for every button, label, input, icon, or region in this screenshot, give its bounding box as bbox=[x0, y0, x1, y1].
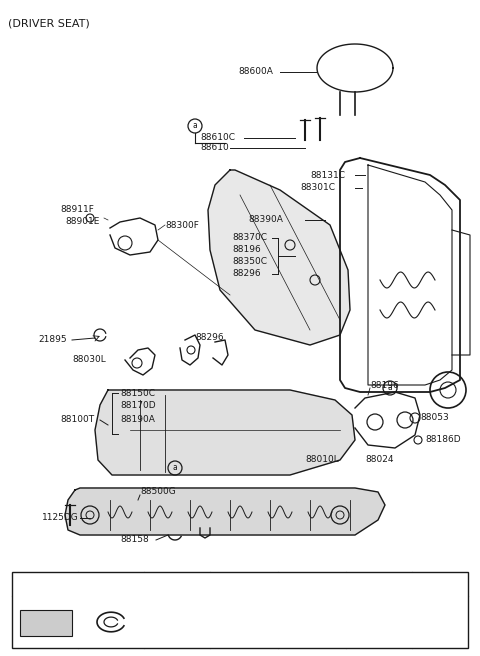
Text: 88370C: 88370C bbox=[232, 234, 267, 243]
Text: 88024: 88024 bbox=[365, 455, 394, 464]
Text: 88500G: 88500G bbox=[140, 487, 176, 497]
Text: 11403C: 11403C bbox=[159, 579, 194, 588]
Polygon shape bbox=[65, 488, 385, 535]
Text: 88300F: 88300F bbox=[165, 220, 199, 230]
Text: 88610C: 88610C bbox=[200, 134, 235, 142]
Text: 88301C: 88301C bbox=[300, 184, 335, 192]
Text: 88186D: 88186D bbox=[425, 436, 461, 445]
Text: 88053: 88053 bbox=[420, 413, 449, 422]
Text: 88158: 88158 bbox=[120, 535, 149, 544]
Text: 1362NE: 1362NE bbox=[422, 579, 457, 588]
Text: a: a bbox=[25, 581, 29, 587]
Text: 88390A: 88390A bbox=[248, 216, 283, 224]
Text: 88030L: 88030L bbox=[72, 356, 106, 365]
Text: 00824: 00824 bbox=[38, 579, 67, 588]
Text: 88350C: 88350C bbox=[232, 258, 267, 266]
Text: 1249BD: 1249BD bbox=[294, 579, 330, 588]
Text: 21895: 21895 bbox=[38, 335, 67, 344]
Text: 1799JC: 1799JC bbox=[95, 579, 127, 588]
Text: (DRIVER SEAT): (DRIVER SEAT) bbox=[8, 18, 90, 28]
Text: 88100T: 88100T bbox=[60, 415, 94, 424]
Text: 88010L: 88010L bbox=[305, 455, 339, 464]
Text: 88196: 88196 bbox=[370, 380, 399, 390]
Text: 88911F: 88911F bbox=[60, 205, 94, 215]
Text: 88170D: 88170D bbox=[120, 401, 156, 411]
Text: 88296: 88296 bbox=[232, 270, 261, 279]
Polygon shape bbox=[208, 170, 350, 345]
Text: a: a bbox=[388, 384, 392, 392]
Text: 88600A: 88600A bbox=[238, 68, 273, 77]
Text: 88196: 88196 bbox=[232, 245, 261, 255]
Bar bbox=[20, 610, 72, 636]
Text: 88901E: 88901E bbox=[65, 218, 99, 226]
Text: 88150C: 88150C bbox=[120, 388, 155, 398]
Text: 1339CC: 1339CC bbox=[361, 579, 397, 588]
Text: 1249BA: 1249BA bbox=[227, 579, 262, 588]
Text: 88190A: 88190A bbox=[120, 415, 155, 424]
Text: 1125DG: 1125DG bbox=[42, 514, 79, 522]
FancyBboxPatch shape bbox=[12, 572, 468, 648]
Polygon shape bbox=[95, 390, 355, 475]
Text: a: a bbox=[192, 121, 197, 131]
Text: a: a bbox=[173, 464, 178, 472]
Text: 88131C: 88131C bbox=[310, 171, 345, 180]
Text: 88296: 88296 bbox=[195, 333, 224, 342]
Text: 88610: 88610 bbox=[200, 144, 229, 152]
